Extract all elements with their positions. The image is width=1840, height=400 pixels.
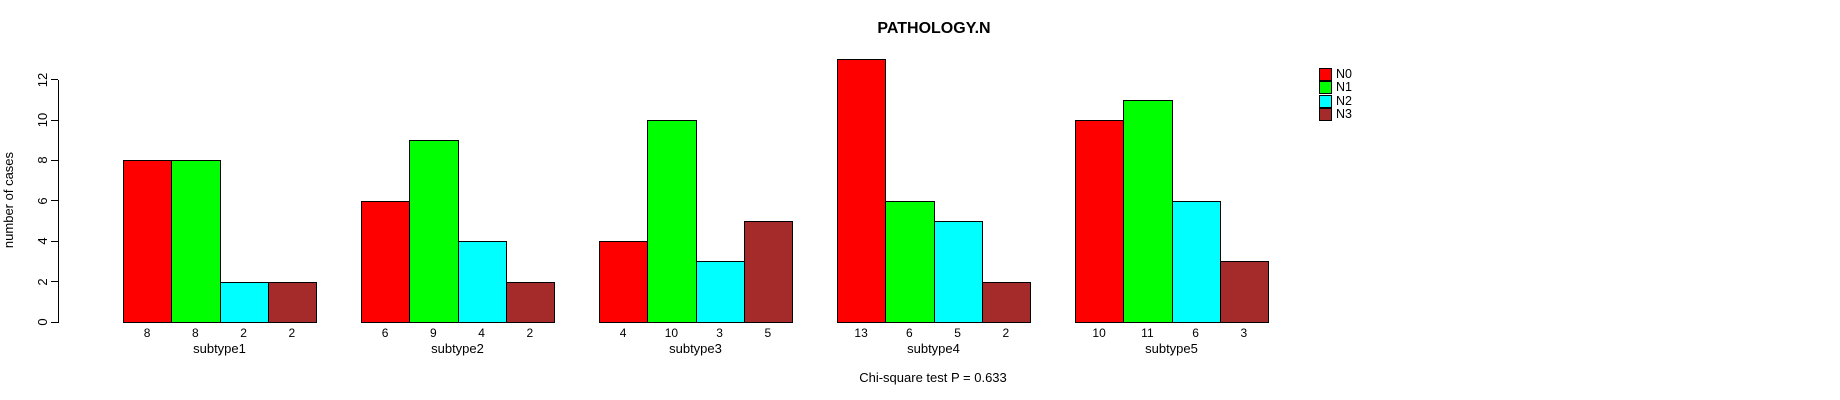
bar-value-label: 5 (764, 326, 772, 340)
chi-square-annotation: Chi-square test P = 0.633 (859, 370, 1007, 385)
y-tick-mark (51, 79, 58, 81)
bar-value-label: 13 (854, 326, 868, 340)
y-tick-label: 0 (35, 318, 50, 326)
bar-value-label: 2 (526, 326, 534, 340)
y-tick-mark (51, 200, 58, 202)
bar (1075, 120, 1125, 323)
y-tick-label: 6 (35, 197, 50, 205)
bar-value-label: 4 (619, 326, 627, 340)
bar (981, 281, 1032, 323)
bar (695, 261, 745, 323)
y-tick-label: 8 (35, 156, 50, 165)
legend-swatch (1319, 68, 1332, 81)
y-tick-mark (51, 240, 58, 242)
bar (1219, 261, 1270, 323)
y-tick-label: 12 (35, 72, 50, 87)
bar-value-label: 5 (954, 326, 961, 340)
y-axis-line (58, 79, 59, 323)
bar (647, 120, 697, 323)
legend-item: N2 (1319, 93, 1352, 108)
legend-swatch (1319, 94, 1332, 108)
bar (457, 241, 507, 323)
bar (505, 281, 556, 323)
bar-value-label: 10 (1092, 326, 1106, 340)
bar (933, 221, 983, 323)
y-tick-label: 10 (35, 112, 50, 128)
bar-value-label: 8 (192, 326, 199, 340)
bar-value-label: 10 (664, 326, 679, 340)
bar (1171, 200, 1221, 323)
bar (123, 160, 173, 323)
y-tick-mark (51, 321, 58, 323)
chart-title: PATHOLOGY.N (877, 20, 991, 37)
bar-value-label: 11 (1141, 326, 1154, 340)
legend-item: N0 (1319, 68, 1352, 81)
category-label: subtype3 (669, 341, 722, 356)
bar (1123, 99, 1173, 323)
bar (219, 281, 269, 323)
bar (171, 160, 221, 323)
bar (361, 200, 411, 323)
legend-label: N0 (1336, 67, 1352, 81)
bar-value-label: 6 (381, 326, 389, 340)
category-label: subtype2 (431, 341, 484, 356)
bar-value-label: 2 (288, 326, 296, 340)
category-label: subtype4 (907, 341, 960, 356)
bar (267, 281, 318, 323)
y-tick-mark (51, 119, 58, 121)
y-tick-label: 2 (35, 277, 50, 286)
category-label: subtype1 (193, 341, 246, 356)
bar-value-label: 3 (716, 326, 723, 340)
y-tick-label: 4 (35, 237, 50, 245)
legend-item: N1 (1319, 80, 1352, 95)
bar-value-label: 3 (1240, 326, 1248, 340)
category-label: subtype5 (1145, 341, 1198, 356)
bar-value-label: 8 (143, 326, 151, 340)
bar (409, 140, 459, 323)
legend-label: N2 (1336, 93, 1352, 108)
legend-label: N1 (1336, 80, 1352, 95)
bar-value-label: 4 (478, 326, 485, 340)
bar (837, 59, 887, 323)
y-tick-mark (51, 159, 58, 161)
y-tick-mark (51, 281, 58, 283)
bar-value-label: 6 (1192, 326, 1199, 340)
legend-item: N3 (1319, 107, 1352, 122)
bar (599, 241, 649, 323)
bar (743, 221, 794, 323)
bar-value-label: 6 (906, 326, 913, 340)
legend-swatch (1319, 81, 1332, 95)
bar-value-label: 2 (1002, 326, 1010, 340)
y-axis-label: number of cases (1, 151, 16, 249)
legend-label: N3 (1336, 107, 1352, 122)
bar (885, 200, 935, 323)
legend-swatch (1319, 108, 1332, 122)
bar-value-label: 9 (430, 326, 437, 340)
bar-value-label: 2 (240, 326, 247, 340)
